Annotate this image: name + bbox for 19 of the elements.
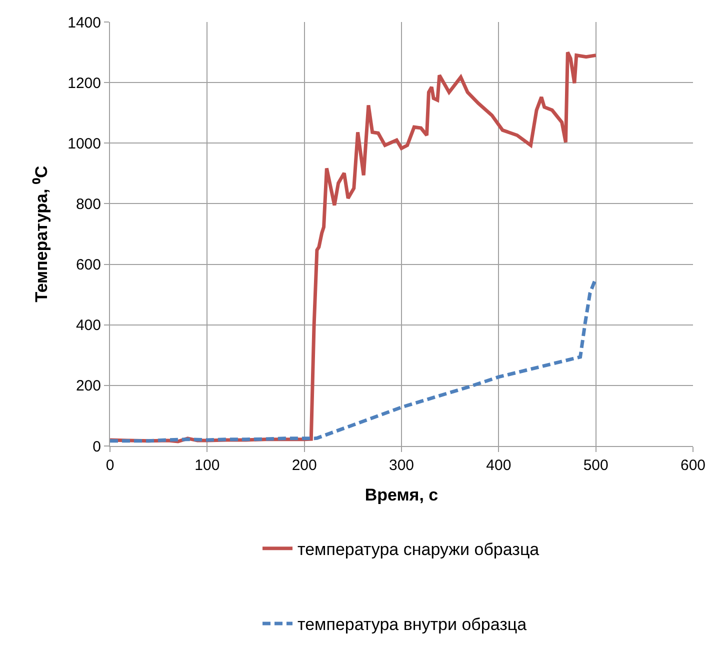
y-tick-label: 800 [76,196,101,213]
y-tick-label: 200 [76,378,101,395]
y-axis-title: Температура, ⁰C [32,166,52,302]
y-tick-label: 1400 [68,14,101,32]
x-axis-title: Время, с [364,485,438,504]
y-tick-label: 600 [76,256,101,274]
x-tick-label: 500 [583,457,608,474]
x-tick-label: 600 [680,457,706,474]
y-tick-label: 0 [92,438,101,456]
x-tick-label: 100 [194,457,220,474]
x-tick-label: 400 [486,457,512,474]
y-tick-label: 400 [76,317,101,334]
x-tick-label: 0 [106,457,114,474]
legend-label: температура внутри образца [298,615,528,634]
y-tick-label: 1200 [68,74,101,92]
y-tick-label: 1000 [68,135,101,152]
x-tick-label: 300 [388,457,414,474]
legend-label: температура снаружи образца [298,540,540,559]
x-tick-label: 200 [292,457,317,474]
